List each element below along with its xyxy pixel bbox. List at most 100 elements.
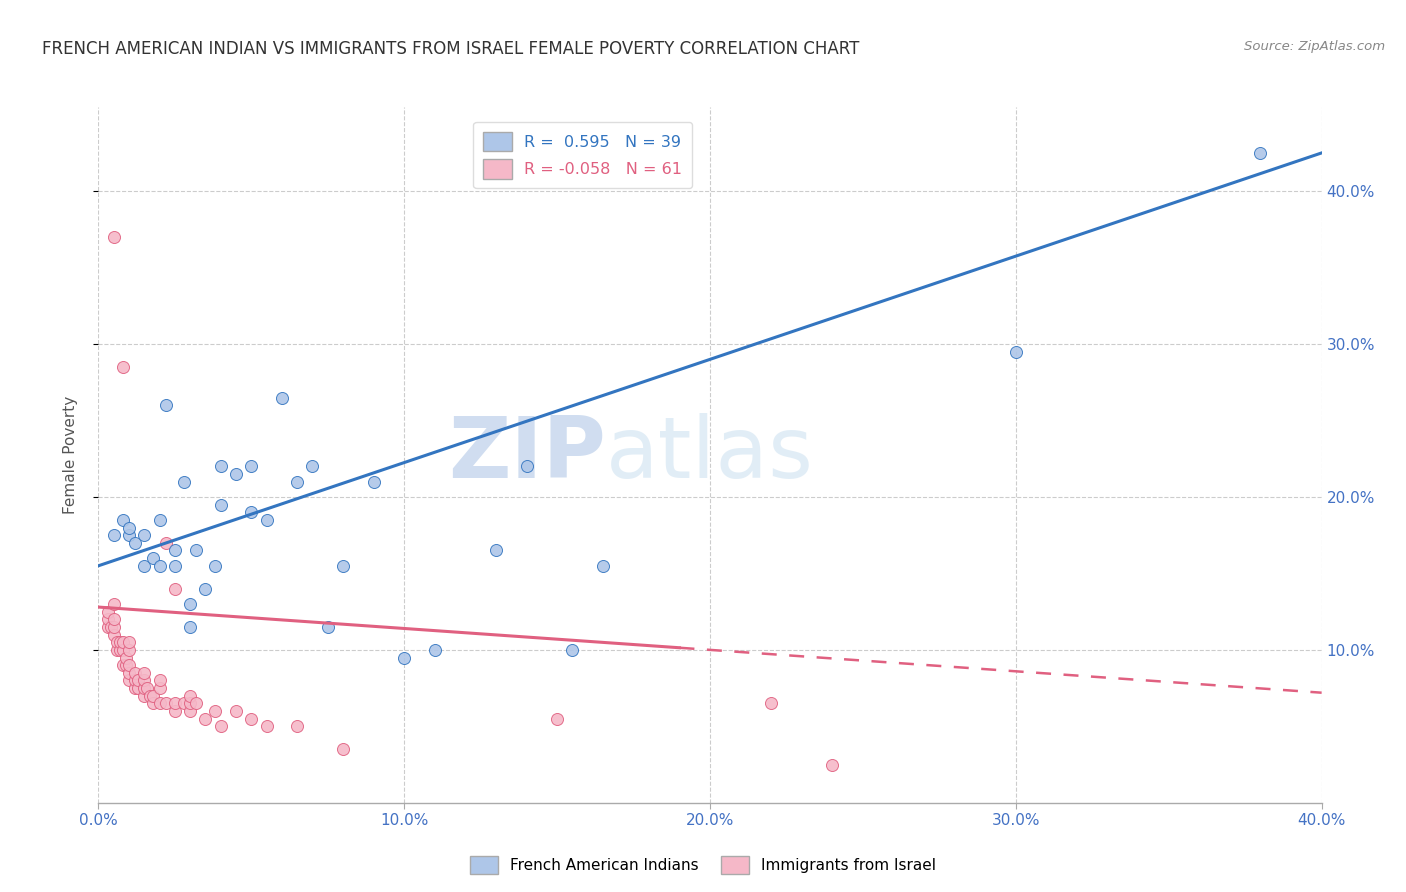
Point xyxy=(1004,344,1026,359)
Point xyxy=(363,475,385,489)
Point xyxy=(204,704,226,718)
Point xyxy=(103,597,125,611)
Point xyxy=(118,643,141,657)
Point xyxy=(127,681,149,695)
Point xyxy=(111,513,134,527)
Point xyxy=(149,697,172,711)
Point xyxy=(155,697,177,711)
Point xyxy=(142,689,165,703)
Point xyxy=(270,391,292,405)
Point xyxy=(423,643,446,657)
Point xyxy=(516,459,538,474)
Point xyxy=(136,681,159,695)
Point xyxy=(118,520,141,534)
Point xyxy=(108,635,131,649)
Point xyxy=(209,498,232,512)
Point xyxy=(209,459,232,474)
Point xyxy=(118,528,141,542)
Point xyxy=(124,536,146,550)
Point xyxy=(118,658,141,673)
Point xyxy=(103,528,125,542)
Text: Source: ZipAtlas.com: Source: ZipAtlas.com xyxy=(1244,40,1385,54)
Point xyxy=(111,359,134,374)
Point xyxy=(124,681,146,695)
Point xyxy=(163,704,186,718)
Point xyxy=(142,551,165,566)
Point xyxy=(139,689,162,703)
Point xyxy=(155,536,177,550)
Point xyxy=(240,505,263,519)
Point xyxy=(111,658,134,673)
Point xyxy=(592,558,614,573)
Point xyxy=(149,513,172,527)
Point xyxy=(111,643,134,657)
Point xyxy=(97,605,120,619)
Point xyxy=(118,673,141,688)
Point xyxy=(485,543,508,558)
Point xyxy=(332,742,354,756)
Text: FRENCH AMERICAN INDIAN VS IMMIGRANTS FROM ISRAEL FEMALE POVERTY CORRELATION CHAR: FRENCH AMERICAN INDIAN VS IMMIGRANTS FRO… xyxy=(42,40,859,58)
Point xyxy=(759,697,782,711)
Point xyxy=(105,635,128,649)
Legend: R =  0.595   N = 39, R = -0.058   N = 61: R = 0.595 N = 39, R = -0.058 N = 61 xyxy=(474,122,692,188)
Point xyxy=(173,475,195,489)
Point xyxy=(285,719,308,733)
Point xyxy=(115,658,138,673)
Point xyxy=(124,665,146,680)
Point xyxy=(118,635,141,649)
Point xyxy=(285,475,308,489)
Point xyxy=(111,635,134,649)
Point xyxy=(108,643,131,657)
Point xyxy=(392,650,416,665)
Point xyxy=(134,558,156,573)
Point xyxy=(209,719,232,733)
Point xyxy=(118,665,141,680)
Point xyxy=(134,528,156,542)
Point xyxy=(163,558,186,573)
Point xyxy=(240,712,263,726)
Point xyxy=(124,673,146,688)
Point xyxy=(186,543,208,558)
Text: atlas: atlas xyxy=(606,413,814,497)
Point xyxy=(134,673,156,688)
Point xyxy=(103,627,125,641)
Point xyxy=(105,643,128,657)
Point xyxy=(163,543,186,558)
Point xyxy=(194,582,217,596)
Point xyxy=(97,612,120,626)
Point xyxy=(225,467,247,481)
Point xyxy=(225,704,247,718)
Point xyxy=(100,620,122,634)
Point xyxy=(134,665,156,680)
Point xyxy=(179,597,201,611)
Point xyxy=(256,719,278,733)
Point xyxy=(179,620,201,634)
Point xyxy=(149,681,172,695)
Point xyxy=(332,558,354,573)
Point xyxy=(240,459,263,474)
Point xyxy=(821,757,844,772)
Point xyxy=(186,697,208,711)
Point xyxy=(179,697,201,711)
Point xyxy=(1249,145,1271,160)
Point xyxy=(149,673,172,688)
Point xyxy=(149,558,172,573)
Point xyxy=(134,689,156,703)
Point xyxy=(127,673,149,688)
Point xyxy=(103,620,125,634)
Point xyxy=(134,681,156,695)
Point xyxy=(163,582,186,596)
Point xyxy=(103,612,125,626)
Point xyxy=(204,558,226,573)
Point xyxy=(115,650,138,665)
Point xyxy=(163,697,186,711)
Point xyxy=(179,704,201,718)
Point xyxy=(97,620,120,634)
Legend: French American Indians, Immigrants from Israel: French American Indians, Immigrants from… xyxy=(464,850,942,880)
Point xyxy=(316,620,339,634)
Point xyxy=(546,712,568,726)
Point xyxy=(256,513,278,527)
Point xyxy=(155,398,177,412)
Y-axis label: Female Poverty: Female Poverty xyxy=(63,396,77,514)
Point xyxy=(173,697,195,711)
